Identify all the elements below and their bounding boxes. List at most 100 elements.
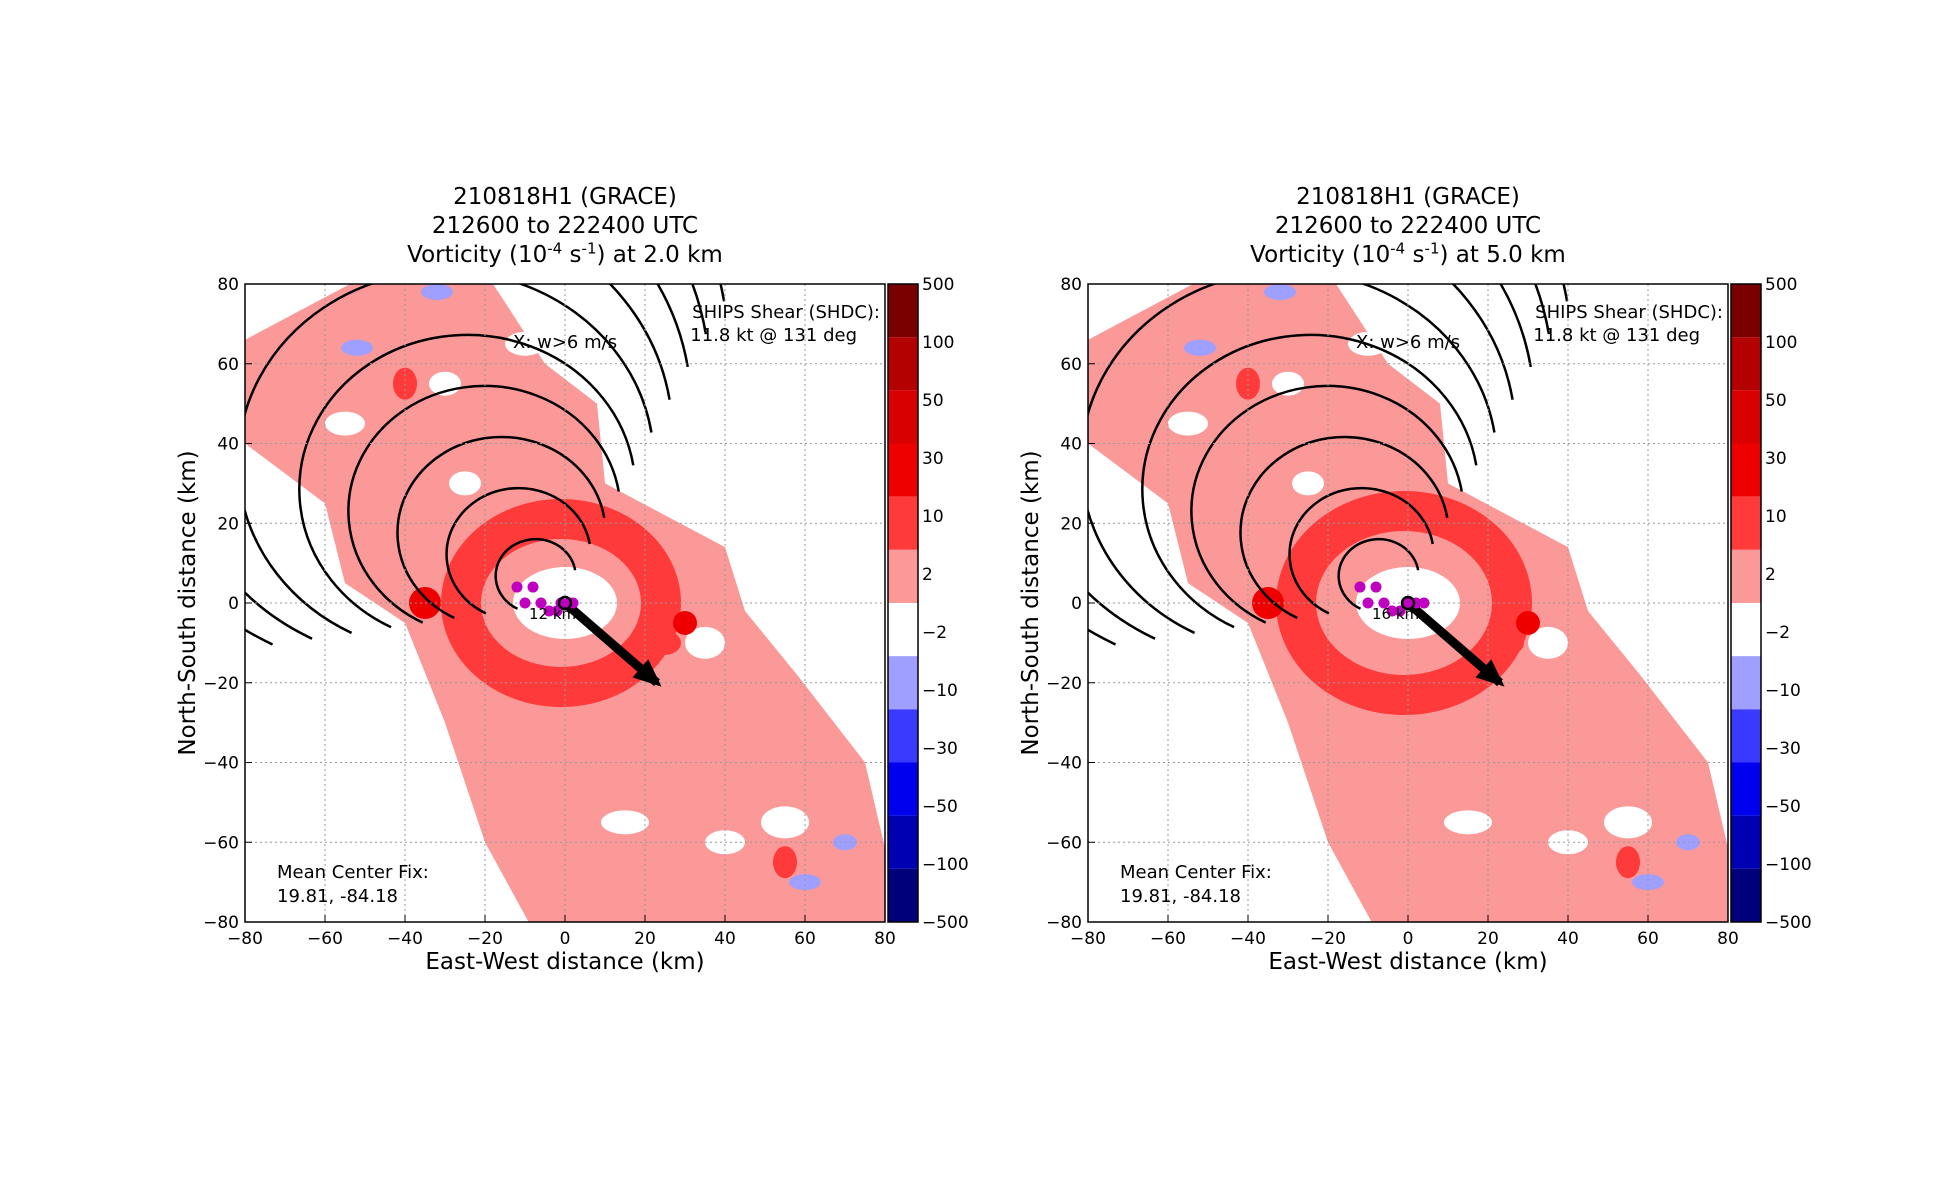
colorbar-swatch [1731, 815, 1761, 869]
updraft-marker [527, 581, 539, 593]
radius-label: 12 km [529, 605, 576, 623]
title-line-1: 210818H1 (GRACE) [453, 184, 677, 210]
updraft-marker [1362, 597, 1374, 609]
updraft-marker [1354, 581, 1366, 593]
colorbar-swatch [888, 443, 918, 497]
colorbar-tick-label: 500 [1765, 275, 1797, 295]
updraft-marker [1370, 581, 1382, 593]
negative-vorticity-cell [1264, 284, 1296, 300]
x-tick-label: 40 [714, 929, 736, 949]
y-tick-label: −40 [1046, 754, 1082, 774]
low-vorticity-patch [1604, 806, 1652, 839]
y-tick-label: 0 [228, 594, 239, 614]
colorbar-swatch [888, 815, 918, 869]
x-tick-label: −40 [1230, 929, 1266, 949]
streamline [396, 435, 606, 620]
y-tick-label: 20 [1060, 514, 1082, 534]
colorbar-swatch [888, 656, 918, 710]
negative-vorticity-cell [789, 874, 821, 891]
vorticity-cell [393, 367, 417, 400]
colorbar-tick-label: 30 [1765, 449, 1787, 469]
colorbar-swatch [888, 337, 918, 391]
y-tick-label: −80 [1046, 913, 1082, 933]
updraft-marker [535, 597, 547, 609]
title-line-2: 212600 to 222400 UTC [431, 213, 699, 239]
vorticity-cell [673, 610, 697, 635]
colorbar-tick-label: 2 [1765, 565, 1776, 585]
low-vorticity-patch [449, 471, 481, 496]
y-tick-label: 80 [1060, 275, 1082, 295]
x-tick-label: −80 [227, 929, 263, 949]
low-vorticity-patch [685, 626, 725, 659]
colorbar-tick-label: −100 [922, 855, 969, 875]
x-tick-label: 20 [1477, 929, 1499, 949]
colorbar-swatch [1731, 603, 1761, 657]
colorbar: 500 100 50 30 10 2 −2 −10 −30 −50 −100 −500 [1730, 275, 1812, 933]
low-vorticity-patch [1444, 810, 1492, 835]
colorbar-tick-label: 50 [1765, 391, 1787, 411]
colorbar-swatch [1731, 549, 1761, 603]
x-tick-label: 80 [874, 929, 896, 949]
x-tick-label: −60 [1150, 929, 1186, 949]
x-axis-label: East-West distance (km) [1268, 949, 1547, 975]
colorbar-tick-label: −30 [922, 739, 958, 759]
colorbar-tick-label: −10 [1765, 681, 1801, 701]
colorbar-swatch [888, 390, 918, 444]
plot-area: −80 −60 −40 −20 0 20 40 60 80 80 60 40 20 0 −20 −40 −60 −… [175, 275, 969, 975]
updraft-marker [1394, 605, 1406, 617]
y-tick-label: 40 [1060, 435, 1082, 455]
colorbar-swatch [888, 762, 918, 816]
negative-vorticity-cell [1632, 874, 1664, 891]
y-tick-label: 40 [217, 435, 239, 455]
colorbar-tick-label: 100 [1765, 333, 1797, 353]
title-line-1: 210818H1 (GRACE) [1296, 184, 1520, 210]
low-vorticity-patch [1292, 471, 1324, 496]
center-fix-label: Mean Center Fix: [1120, 862, 1272, 883]
grid [245, 284, 885, 922]
y-tick-label: 60 [217, 355, 239, 375]
negative-vorticity-cell [1184, 339, 1216, 356]
colorbar-swatch [1731, 656, 1761, 710]
x-axis-label: East-West distance (km) [425, 949, 704, 975]
y-axis-label: North-South distance (km) [1018, 450, 1044, 755]
shear-vector-head [632, 659, 662, 687]
colorbar-swatch [1731, 390, 1761, 444]
radius-label: 16 km [1372, 605, 1419, 623]
updraft-marker [519, 597, 531, 609]
streamline [347, 384, 620, 624]
shear-value: 11.8 kt @ 131 deg [690, 325, 857, 346]
low-vorticity-patch [601, 810, 649, 835]
y-axis-label: North-South distance (km) [175, 450, 201, 755]
colorbar-swatch [888, 549, 918, 603]
center-fix-value: 19.81, -84.18 [277, 886, 398, 907]
vorticity-field [245, 284, 885, 922]
x-tick-label: 20 [634, 929, 656, 949]
x-tick-label: 0 [560, 929, 571, 949]
shear-value: 11.8 kt @ 131 deg [1533, 325, 1700, 346]
shear-label: SHIPS Shear (SHDC): [692, 302, 880, 323]
colorbar-swatch [1731, 284, 1761, 338]
colorbar-tick-label: −2 [1765, 623, 1790, 643]
colorbar-swatch [1731, 337, 1761, 391]
colorbar-swatch [888, 868, 918, 922]
streamline [445, 486, 591, 615]
negative-vorticity-cell [341, 339, 373, 356]
streamline [245, 284, 653, 635]
title-line-3: Vorticity (10-4 s-1) at 2.0 km [407, 239, 723, 268]
title-line-2: 212600 to 222400 UTC [1274, 213, 1542, 239]
updraft-marker [1378, 597, 1390, 609]
x-tick-label: 0 [1403, 929, 1414, 949]
y-tick-label: −40 [203, 754, 239, 774]
vorticity-cell [649, 630, 681, 655]
colorbar-tick-label: −100 [1765, 855, 1812, 875]
negative-vorticity-cell [421, 284, 453, 300]
center-fix-value: 19.81, -84.18 [1120, 886, 1241, 907]
colorbar-tick-label: 2 [922, 565, 933, 585]
y-tick-label: −20 [1046, 674, 1082, 694]
x-tick-label: 40 [1557, 929, 1579, 949]
x-tick-label: −20 [1310, 929, 1346, 949]
y-tick-label: −60 [1046, 833, 1082, 853]
low-vorticity-patch [761, 806, 809, 839]
x-tick-label: −40 [387, 929, 423, 949]
updraft-marker [1386, 605, 1398, 617]
